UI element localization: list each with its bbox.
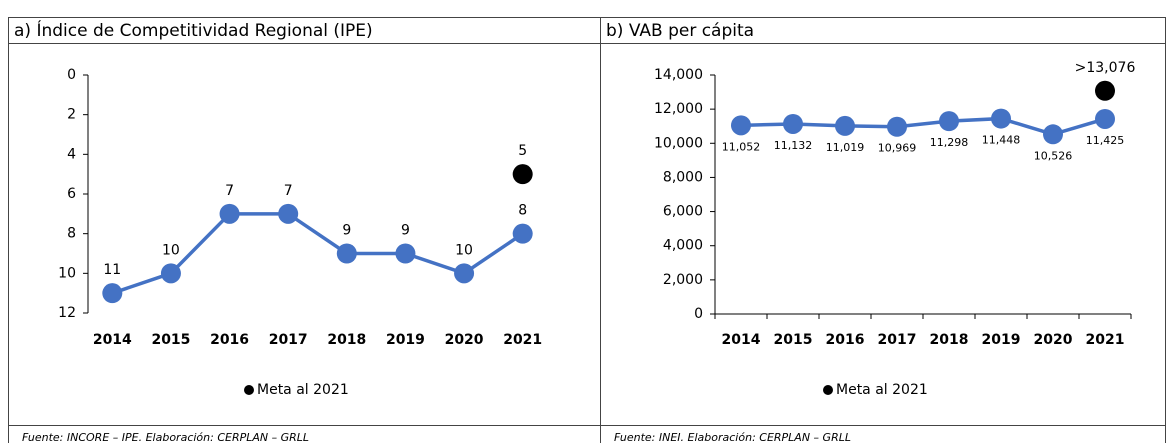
data-label: 11,425 (1086, 134, 1125, 147)
data-label: 11 (103, 262, 121, 278)
y-tick-label: 6 (67, 186, 76, 202)
y-tick-label: 6,000 (663, 204, 703, 220)
data-label: 10,969 (878, 142, 917, 155)
x-tick-label: 2014 (93, 332, 132, 348)
data-label: 9 (342, 223, 351, 239)
x-tick-label: 2017 (269, 332, 308, 348)
data-label: >13,076 (1075, 60, 1136, 76)
target-point (1095, 80, 1115, 101)
point (395, 243, 416, 264)
legend-swatch (244, 385, 254, 395)
data-label: 9 (401, 223, 410, 239)
point (1095, 108, 1115, 129)
point (731, 115, 751, 136)
x-tick-label: 2021 (1086, 332, 1125, 348)
data-label: 10 (455, 242, 473, 258)
data-label: 8 (518, 203, 527, 219)
chart-title: a) Índice de Competitividad Regional (IP… (14, 19, 373, 41)
y-tick-label: 2 (67, 107, 76, 123)
point (278, 203, 299, 224)
data-label: 7 (225, 183, 234, 199)
x-tick-label: 2018 (327, 332, 366, 348)
y-tick-label: 0 (67, 67, 76, 83)
point (102, 283, 123, 304)
data-label: 11,132 (774, 139, 813, 152)
x-tick-label: 2017 (878, 332, 917, 348)
point (835, 115, 855, 136)
data-label: 7 (284, 183, 293, 199)
x-tick-label: 2016 (210, 332, 249, 348)
data-label: 11,019 (826, 141, 865, 154)
data-label: 11,052 (722, 140, 761, 153)
chart-title: b) VAB per cápita (606, 21, 754, 41)
point (991, 108, 1011, 129)
y-tick-label: 0 (694, 306, 703, 322)
point (783, 113, 803, 134)
data-label: 5 (518, 143, 527, 159)
target-point (512, 164, 533, 185)
point (219, 203, 240, 224)
y-tick-label: 12 (58, 305, 76, 321)
y-tick-label: 4,000 (663, 238, 703, 254)
data-label: 10,526 (1034, 149, 1073, 162)
data-label: 11,448 (982, 134, 1021, 147)
x-tick-label: 2020 (445, 332, 484, 348)
x-tick-label: 2020 (1034, 332, 1073, 348)
x-tick-label: 2015 (151, 332, 190, 348)
x-tick-label: 2021 (503, 332, 542, 348)
point (887, 116, 907, 137)
x-tick-label: 2015 (774, 332, 813, 348)
y-tick-label: 2,000 (663, 272, 703, 288)
point (1043, 124, 1063, 145)
y-tick-label: 14,000 (654, 67, 703, 83)
series-line (111, 212, 524, 295)
x-tick-label: 2014 (722, 332, 761, 348)
data-label: 11,298 (930, 136, 969, 149)
x-tick-label: 2016 (826, 332, 865, 348)
point (336, 243, 357, 264)
x-tick-label: 2018 (930, 332, 969, 348)
y-tick-label: 10 (58, 265, 76, 281)
y-tick-label: 10,000 (654, 135, 703, 151)
legend-label: Meta al 2021 (836, 382, 928, 398)
y-tick-label: 8,000 (663, 169, 703, 185)
y-tick-label: 4 (67, 146, 76, 162)
legend-swatch (823, 385, 833, 395)
source-note: Fuente: INEI. Elaboración: CERPLAN – GRL… (614, 431, 851, 443)
data-label: 10 (162, 242, 180, 258)
point (939, 111, 959, 132)
point (454, 263, 475, 284)
legend-label: Meta al 2021 (257, 382, 349, 398)
frame (8, 17, 1166, 443)
y-tick-label: 8 (67, 226, 76, 242)
point (512, 223, 533, 244)
x-tick-label: 2019 (982, 332, 1021, 348)
point (160, 263, 181, 284)
source-note: Fuente: INCORE – IPE. Elaboración: CERPL… (22, 431, 309, 443)
x-tick-label: 2019 (386, 332, 425, 348)
y-tick-label: 12,000 (654, 101, 703, 117)
